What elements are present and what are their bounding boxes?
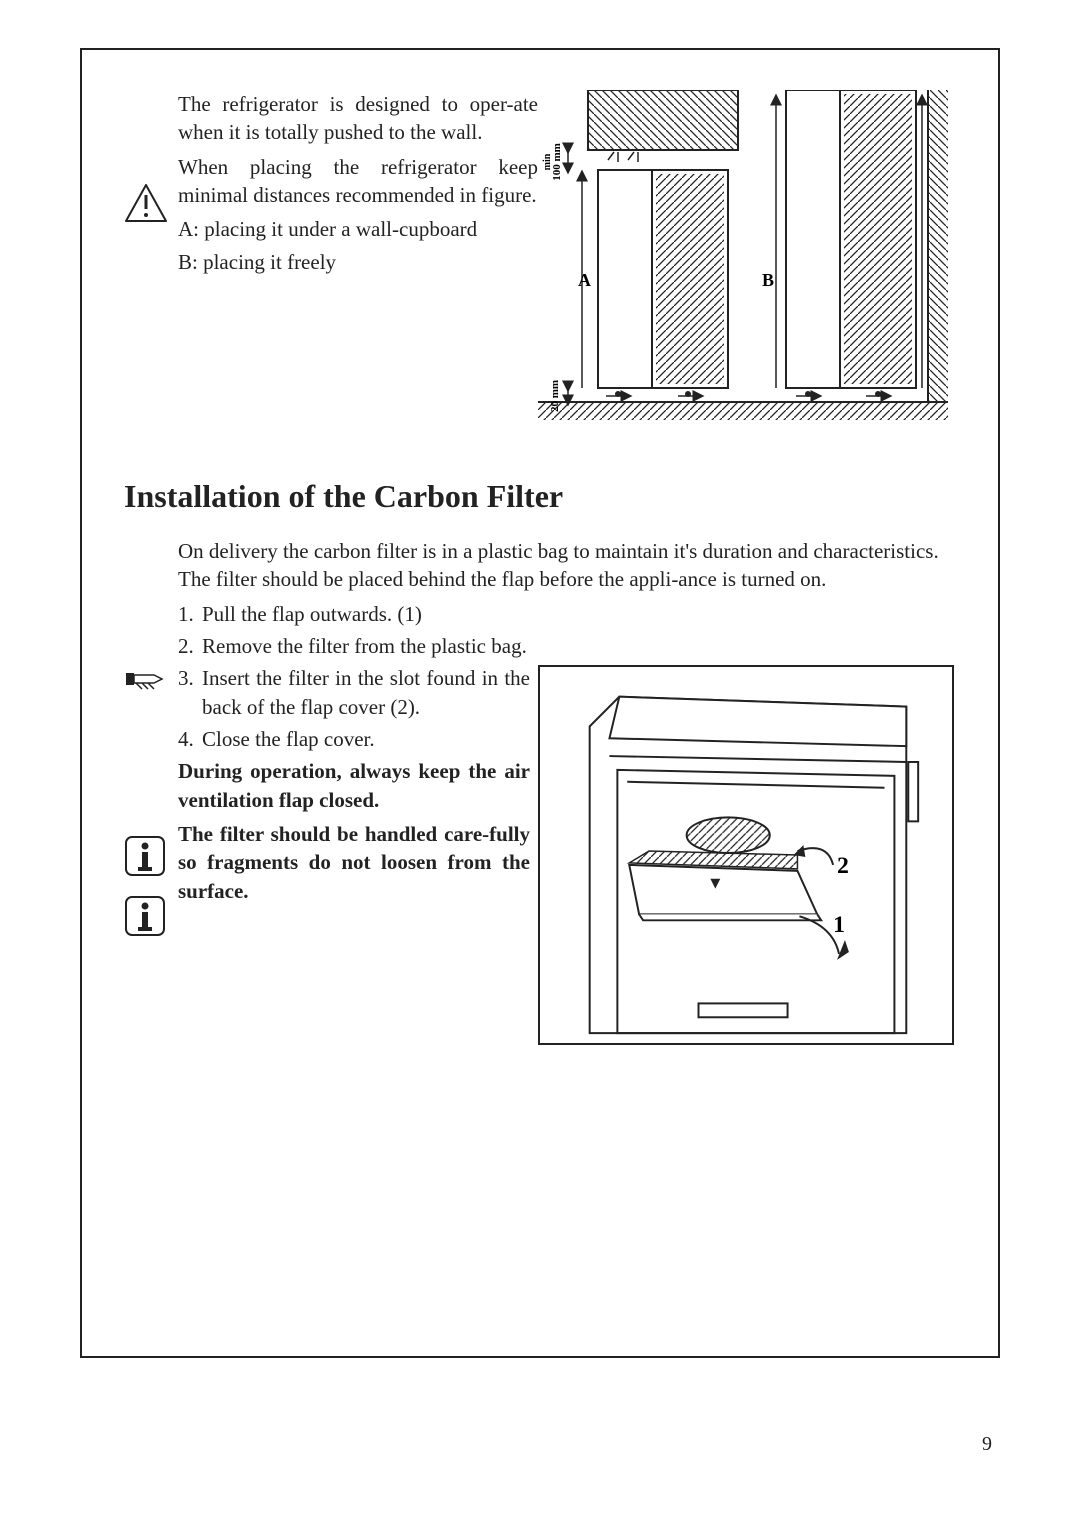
fig-callout-2: 2 <box>837 853 849 879</box>
page-number: 9 <box>982 1433 992 1456</box>
info-icon <box>124 895 166 937</box>
placement-text-column: The refrigerator is designed to oper-ate… <box>178 90 538 276</box>
step-text: Pull the flap outwards. (1) <box>202 600 530 628</box>
step-1: 1. Pull the flap outwards. (1) <box>178 600 530 628</box>
filter-note-2: The filter should be handled care-fully … <box>178 820 530 905</box>
step-number: 3. <box>178 664 202 721</box>
step-number: 1. <box>178 600 202 628</box>
section-placement: The refrigerator is designed to oper-ate… <box>124 90 956 440</box>
fig-label-a: A <box>578 270 591 290</box>
step-4: 4. Close the flap cover. <box>178 725 530 753</box>
step-3: 3. Insert the filter in the slot found i… <box>178 664 530 721</box>
step-text: Close the flap cover. <box>202 725 530 753</box>
placement-option-b: B: placing it freely <box>178 248 538 276</box>
steps-column: 1. Pull the flap outwards. (1) 2. Remove… <box>178 600 530 905</box>
fig-label-b: B <box>762 270 774 290</box>
placement-option-a: A: placing it under a wall-cupboard <box>178 215 538 243</box>
filter-intro-paragraph: On delivery the carbon filter is in a pl… <box>178 537 948 594</box>
step-text: Insert the filter in the slot found in t… <box>202 664 530 721</box>
info-icon <box>124 835 166 877</box>
warning-icon <box>124 183 168 223</box>
filter-diagram: 2 1 <box>538 665 954 1045</box>
step-2: 2. Remove the filter from the plastic ba… <box>178 632 530 660</box>
section-heading-carbon-filter: Installation of the Carbon Filter <box>124 478 956 515</box>
step-number: 4. <box>178 725 202 753</box>
page-frame: The refrigerator is designed to oper-ate… <box>80 48 1000 1358</box>
section-carbon-filter: On delivery the carbon filter is in a pl… <box>124 537 956 905</box>
hand-pointing-icon <box>124 665 170 693</box>
step-number: 2. <box>178 632 202 660</box>
placement-diagram: 100 mm min 20 mm A B <box>538 90 948 420</box>
placement-paragraph-2: When placing the refrigerator keep minim… <box>178 153 538 210</box>
fig-callout-1: 1 <box>833 912 845 938</box>
step-text: Remove the filter from the plastic bag. <box>202 632 530 660</box>
fig-label-20mm: 20 mm <box>549 380 561 412</box>
placement-paragraph-1: The refrigerator is designed to oper-ate… <box>178 90 538 147</box>
fig-label-min: min <box>542 153 553 170</box>
filter-note-1: During operation, always keep the air ve… <box>178 757 530 814</box>
